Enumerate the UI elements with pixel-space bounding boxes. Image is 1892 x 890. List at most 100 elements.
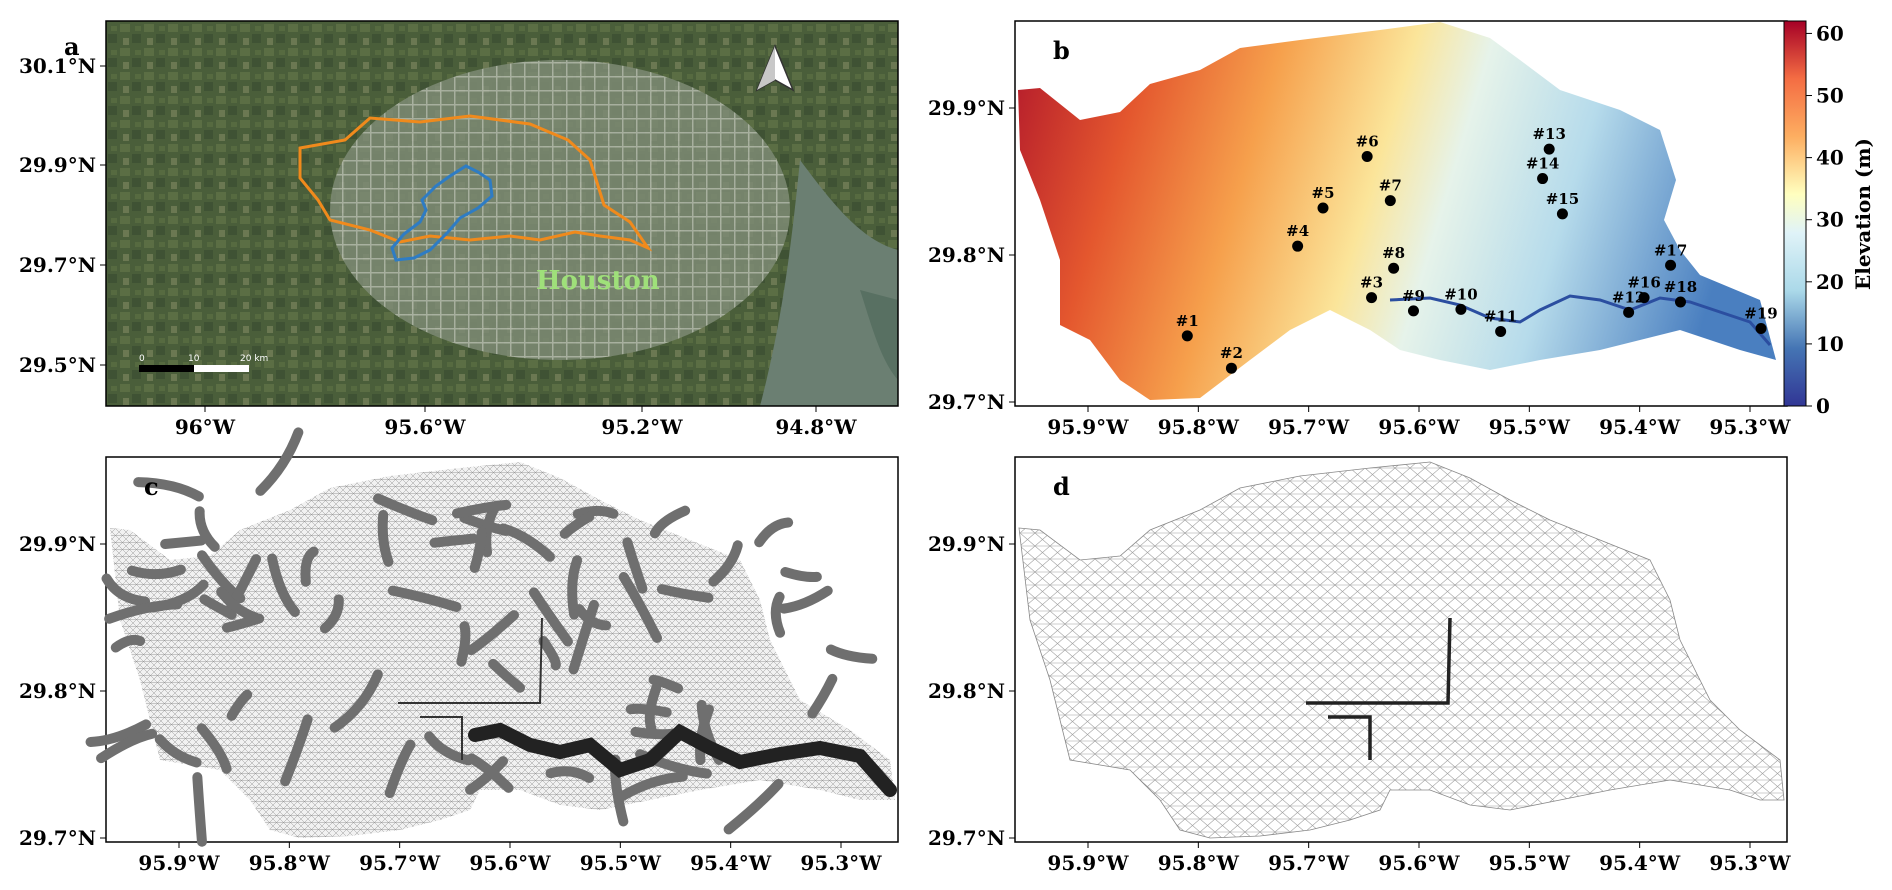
stream-segment — [110, 634, 146, 653]
station-label: #9 — [1402, 287, 1425, 305]
station-marker — [1674, 296, 1686, 308]
lon-tick: 95.8°W — [249, 851, 331, 875]
stream-segment — [807, 673, 838, 719]
lon-tick: 95.3°W — [800, 851, 882, 875]
stream-segment — [648, 674, 684, 694]
stream-segment — [656, 584, 714, 603]
stream-segment — [255, 427, 304, 496]
station-label: #13 — [1532, 125, 1565, 143]
lon-tick: 95.5°W — [580, 851, 662, 875]
panel-a-axes: 30.1°N 29.9°N 29.7°N 29.5°N 96°W 95.6°W … — [19, 54, 857, 439]
lat-tick: 29.7°N — [19, 253, 96, 277]
station-label: #6 — [1356, 133, 1379, 151]
lat-tick: 29.5°N — [19, 353, 96, 377]
river-channel — [468, 722, 897, 797]
lon-tick: 95.8°W — [1158, 851, 1240, 875]
station-marker — [1455, 303, 1467, 315]
panel-d-axes: 29.9°N 29.8°N 29.7°N 95.9°W 95.8°W 95.7°W 9… — [928, 532, 1791, 875]
panel-label-d: d — [1053, 472, 1070, 501]
station-marker — [1407, 305, 1419, 317]
stream-segment — [559, 511, 595, 539]
lat-tick: 29.9°N — [928, 96, 1005, 120]
lon-tick: 94.8°W — [775, 415, 857, 439]
station-label: #1 — [1176, 312, 1199, 330]
lat-tick: 29.7°N — [928, 826, 1005, 850]
stream-segment — [778, 585, 833, 614]
lon-tick: 95.2°W — [601, 415, 683, 439]
panel-a-frame — [105, 20, 899, 407]
station-label: #12 — [1612, 288, 1645, 306]
station-marker — [1384, 195, 1396, 207]
svg-text:0: 0 — [139, 354, 145, 364]
stream-segment — [465, 756, 509, 795]
stream-segment — [192, 772, 207, 847]
lat-tick: 29.8°N — [928, 243, 1005, 267]
station-marker — [1181, 330, 1193, 342]
colorbar-tick: 20 — [1816, 270, 1844, 294]
lat-tick: 29.9°N — [19, 153, 96, 177]
station-label: #5 — [1312, 184, 1335, 202]
lon-tick: 95.5°W — [1489, 851, 1571, 875]
station-marker — [1537, 173, 1549, 185]
stream-segment — [384, 739, 416, 798]
lon-tick: 95.3°W — [1709, 415, 1791, 439]
stream-segment — [216, 586, 262, 623]
stream-segment — [625, 703, 672, 718]
stream-segment — [754, 517, 794, 548]
coarse-mesh-domain — [1018, 461, 1785, 839]
panel-b-axes: 29.9°N 29.8°N 29.7°N 95.9°W 95.8°W 95.7°W 9… — [928, 96, 1791, 439]
lat-tick: 30.1°N — [19, 54, 96, 78]
station-marker — [1543, 143, 1555, 155]
panel-a: Houston 0 10 20 km a 30.1°N 29.9°N 29.7°… — [19, 20, 899, 439]
stream-segment — [723, 778, 784, 835]
lat-tick: 29.7°N — [19, 826, 96, 850]
lon-tick: 95.7°W — [359, 851, 441, 875]
stream-segment — [825, 644, 878, 664]
colorbar: 60 50 40 30 20 10 0 Elevation (m) — [1783, 20, 1875, 418]
station-label: #8 — [1382, 244, 1405, 262]
stream-segment — [85, 719, 152, 747]
stream-segment — [126, 564, 186, 580]
colorbar-label: Elevation (m) — [1851, 138, 1875, 290]
panel-b: b #1 #2 #3 #4 #5 #6 #7 #8 #9 #10 #11 #12 #13 #14 #15 #1… — [928, 20, 1875, 439]
station-marker — [1638, 292, 1650, 304]
stream-segment — [387, 585, 462, 612]
lon-tick: 95.9°W — [1047, 851, 1129, 875]
stream-segment — [226, 689, 253, 721]
panel-d: d 29.9°N 29.8°N 29.7°N 95.9°W 95.8°W 95.7°… — [928, 456, 1791, 875]
reservoir-outline — [390, 164, 494, 262]
reservoir-dams — [1306, 617, 1452, 760]
stream-segment — [622, 537, 648, 594]
north-arrow-icon — [755, 44, 795, 92]
stream-segment — [545, 766, 595, 783]
stream-segment — [617, 771, 688, 802]
stream-segment — [770, 591, 786, 638]
station-marker — [1366, 292, 1378, 304]
lon-tick: 95.3°W — [1709, 851, 1791, 875]
stream-segment — [572, 505, 619, 520]
lat-tick: 29.7°N — [928, 390, 1005, 414]
lon-tick: 95.9°W — [138, 851, 220, 875]
colorbar-tick: 50 — [1816, 84, 1844, 108]
stream-segment — [148, 579, 209, 613]
lon-tick: 95.4°W — [1599, 851, 1681, 875]
colorbar-tick: 40 — [1816, 146, 1844, 170]
panel-label-b: b — [1053, 36, 1070, 65]
stream-segment — [538, 636, 561, 671]
stream-segment — [498, 523, 555, 562]
lon-tick: 95.9°W — [1047, 415, 1129, 439]
galveston-bay — [760, 160, 898, 406]
colorbar-gradient — [1783, 20, 1807, 407]
station-label: #11 — [1484, 307, 1517, 325]
stream-segment — [429, 533, 479, 548]
station-label: #17 — [1654, 241, 1687, 259]
lat-tick: 29.9°N — [19, 532, 96, 556]
stream-segment — [618, 572, 663, 643]
stream-segment — [267, 553, 300, 618]
lon-tick: 95.7°W — [1268, 851, 1350, 875]
lon-tick: 95.6°W — [384, 415, 466, 439]
lon-tick: 95.6°W — [469, 851, 551, 875]
watershed-outline — [298, 114, 653, 252]
stream-segment — [424, 731, 474, 766]
